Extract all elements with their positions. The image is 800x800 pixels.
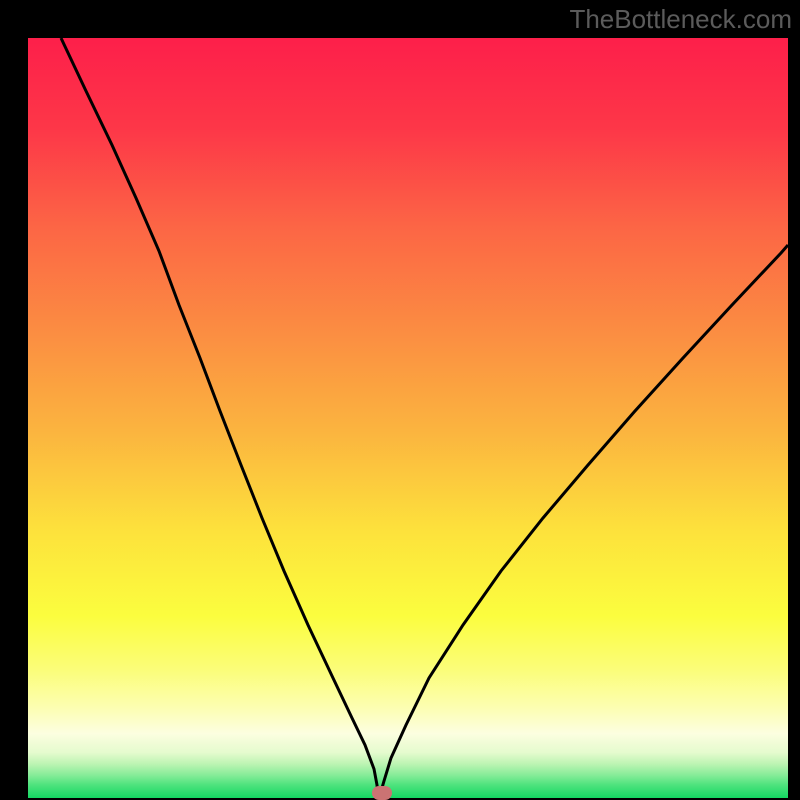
plot-area — [28, 38, 788, 798]
chart-stage: TheBottleneck.com — [0, 0, 800, 800]
watermark-label: TheBottleneck.com — [569, 4, 792, 35]
optimal-point-marker — [372, 786, 392, 800]
curve-right-branch — [378, 245, 788, 798]
bottleneck-curve — [28, 38, 788, 798]
curve-left-branch — [61, 38, 378, 798]
